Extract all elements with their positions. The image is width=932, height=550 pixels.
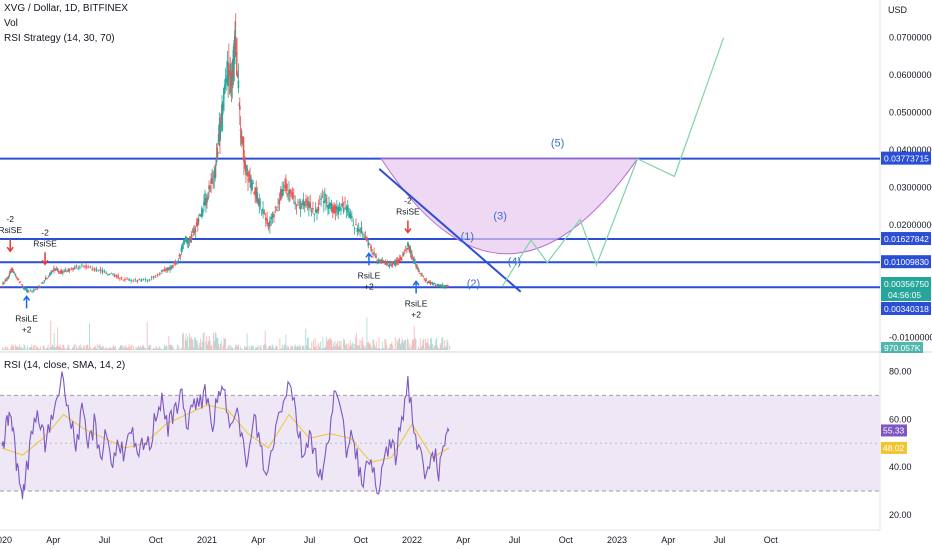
rsi-value-tag-bg <box>881 424 907 437</box>
signal-arrow-0 <box>6 239 14 253</box>
time-tick-9: Apr <box>456 535 470 545</box>
candles <box>1 13 449 294</box>
low-level-tag-bg <box>881 302 931 315</box>
wave-label-3: (4) <box>508 256 521 268</box>
vol-legend: Vol <box>4 18 18 29</box>
low-level-tag: 0.00340318 <box>884 304 929 314</box>
time-tick-12: 2023 <box>607 535 627 545</box>
rsi-legend: RSI (14, close, SMA, 14, 2) <box>4 360 126 371</box>
rsi-ma-tag-bg <box>881 441 907 454</box>
signal-qty-5: +2 <box>411 309 421 319</box>
rsi-ma-tag: 48.02 <box>883 443 905 453</box>
rsi-tick-0: 80.00 <box>889 367 912 377</box>
signal-name-4: RsiSE <box>396 206 420 216</box>
rsi-ma-line <box>1 404 450 463</box>
signal-name-2: RsiLE <box>15 313 38 323</box>
last-price-tag: 0.00356750 <box>884 279 929 289</box>
time-tick-1: Apr <box>46 535 60 545</box>
signal-name-0: RsiSE <box>0 225 22 235</box>
rsi-line <box>1 371 450 500</box>
last-price-tag-bg <box>881 277 931 301</box>
level-tag-bg-0 <box>881 151 931 165</box>
time-tick-3: Oct <box>149 535 164 545</box>
time-tick-10: Jul <box>509 535 521 545</box>
level-tag-0: 0.03773715 <box>884 154 929 164</box>
time-tick-7: Oct <box>354 535 369 545</box>
wave-label-0: (5) <box>551 137 564 149</box>
signal-arrow-4 <box>404 220 412 234</box>
signal-arrow-1 <box>41 252 49 266</box>
time-tick-4: 2021 <box>197 535 217 545</box>
price-tick-0: 0.07000000 <box>889 33 932 43</box>
countdown-tag: 04:56:05 <box>888 290 921 300</box>
time-tick-8: 2022 <box>402 535 422 545</box>
signal-qty-3: +2 <box>364 281 374 291</box>
signal-qty-2: +2 <box>22 324 32 334</box>
rsi-tick-1: 60.00 <box>889 414 912 424</box>
level-tag-1: 0.01627842 <box>884 234 929 244</box>
signal-qty-0: -2 <box>6 214 14 224</box>
symbol-title: XVG / Dollar, 1D, BITFINEX <box>4 3 128 14</box>
wave-projection <box>501 37 725 287</box>
signal-name-3: RsiLE <box>358 270 381 280</box>
rsi-tick-2: 40.00 <box>889 462 912 472</box>
signal-qty-4: -2 <box>404 195 412 205</box>
rsi-tick-3: 20.00 <box>889 510 912 520</box>
price-tick-6: -0.01000000 <box>889 333 932 343</box>
cup-pattern <box>380 158 639 255</box>
time-tick-15: Oct <box>764 535 779 545</box>
price-tick-1: 0.06000000 <box>889 70 932 80</box>
time-tick-14: Jul <box>714 535 726 545</box>
volume-tag: 970.057K <box>884 343 921 353</box>
price-tick-5: 0.02000000 <box>889 220 932 230</box>
wave-label-2: (1) <box>461 231 474 243</box>
level-tag-2: 0.01009830 <box>884 257 929 267</box>
signal-name-1: RsiSE <box>33 238 57 248</box>
price-tick-2: 0.05000000 <box>889 108 932 118</box>
rsi-value-tag: 55.33 <box>883 425 905 435</box>
time-tick-5: Apr <box>251 535 265 545</box>
trend-line <box>378 168 522 293</box>
currency-label: USD <box>888 5 908 15</box>
time-tick-0: 2020 <box>0 535 12 545</box>
wave-label-4: (2) <box>467 278 480 290</box>
strategy-legend: RSI Strategy (14, 30, 70) <box>4 33 115 44</box>
price-tick-3: 0.04000000 <box>889 145 932 155</box>
signal-arrow-2 <box>23 295 31 309</box>
price-tick-4: 0.03000000 <box>889 183 932 193</box>
volume-tag-bg <box>881 342 923 353</box>
volume-bars <box>2 317 451 350</box>
time-tick-11: Oct <box>559 535 574 545</box>
signal-qty-1: -2 <box>41 227 49 237</box>
level-tag-bg-2 <box>881 255 931 269</box>
wave-label-1: (3) <box>493 210 506 222</box>
signal-arrow-5 <box>412 280 420 294</box>
time-tick-13: Apr <box>661 535 675 545</box>
time-tick-6: Jul <box>304 535 316 545</box>
signal-arrow-3 <box>365 252 373 266</box>
level-tag-bg-1 <box>881 232 931 246</box>
time-tick-2: Jul <box>99 535 111 545</box>
signal-name-5: RsiLE <box>405 298 428 308</box>
